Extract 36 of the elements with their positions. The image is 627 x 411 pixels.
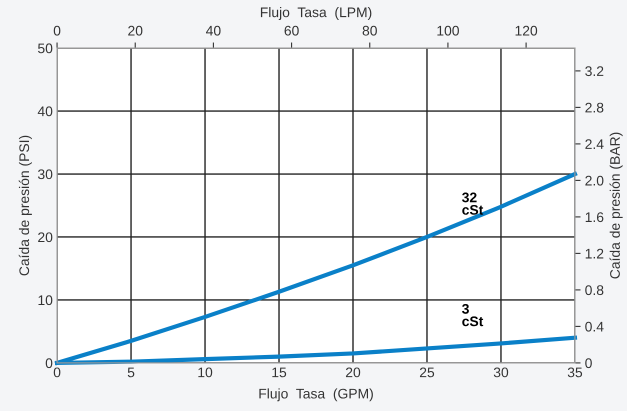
x2-tick-label: 100: [437, 26, 459, 36]
x2-tick-label: 60: [284, 26, 299, 36]
series-label: 32 cSt: [462, 192, 484, 215]
y-tick-label: 40: [38, 106, 52, 116]
y2-tick-label: 0: [585, 358, 592, 368]
y2-tick-label: 3.2: [585, 66, 604, 76]
y2-tick-label: 1.2: [586, 248, 604, 258]
y2-axis-title: Caída de presión (BAR): [610, 132, 623, 279]
x-tick-label: 15: [272, 368, 286, 378]
y2-tick-label: 1.6: [586, 212, 604, 222]
x-tick-label: 35: [568, 367, 582, 378]
x2-axis-title: Flujo Tasa (LPM): [260, 7, 372, 20]
x-tick-label: 0: [54, 367, 60, 378]
x-tick-label: 10: [198, 367, 212, 378]
y2-tick-label: 0.8: [585, 285, 604, 296]
series-label: 3 cSt: [462, 304, 484, 326]
x2-tick-label: 40: [206, 26, 221, 36]
y2-tick-label: 2.0: [585, 176, 604, 186]
x-tick-label: 20: [346, 367, 360, 378]
x2-tick-label: 120: [516, 26, 538, 36]
y2-tick-label: 2.8: [585, 102, 604, 113]
x2-tick-label: 20: [128, 26, 142, 36]
x-tick-label: 30: [494, 367, 508, 378]
x-tick-label: 5: [128, 368, 134, 378]
y-axis-title: Caída de presión (PSI): [18, 136, 32, 276]
x-tick-label: 25: [420, 367, 434, 378]
x2-tick-label: 80: [362, 26, 377, 36]
x2-tick-label: 0: [54, 26, 60, 36]
y-tick-label: 20: [38, 232, 52, 242]
x-axis-title: Flujo Tasa (GPM): [259, 388, 373, 402]
y2-tick-label: 0.4: [585, 322, 604, 332]
y-tick-label: 0: [46, 358, 52, 368]
y-tick-label: 30: [38, 169, 52, 180]
y-tick-label: 10: [38, 295, 52, 306]
y2-tick-label: 2.4: [585, 139, 604, 149]
y-tick-label: 50: [38, 43, 52, 54]
